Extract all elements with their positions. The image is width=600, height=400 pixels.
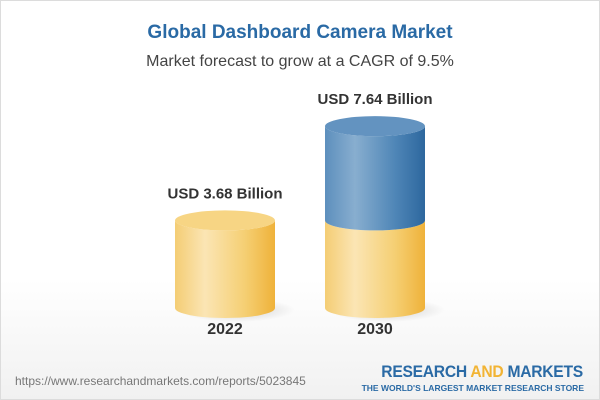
bar-base-2030 (325, 220, 425, 318)
data-label: USD 7.64 Billion (317, 91, 432, 108)
category-label: 2030 (357, 321, 393, 338)
research-and-markets-logo: RESEARCH AND MARKETS THE WORLD'S LARGEST… (361, 362, 584, 393)
source-url[interactable]: https://www.researchandmarkets.com/repor… (15, 374, 306, 388)
chart-title: Global Dashboard Camera Market (147, 22, 453, 43)
bar-growth-2030 (325, 126, 425, 231)
category-label: 2022 (207, 321, 243, 338)
data-label: USD 3.68 Billion (167, 185, 282, 202)
bar-base-2022 (175, 220, 275, 318)
bar-top-2022 (175, 210, 275, 231)
chart-subtitle: Market forecast to grow at a CAGR of 9.5… (146, 53, 454, 70)
bar-top-2030 (325, 116, 425, 137)
